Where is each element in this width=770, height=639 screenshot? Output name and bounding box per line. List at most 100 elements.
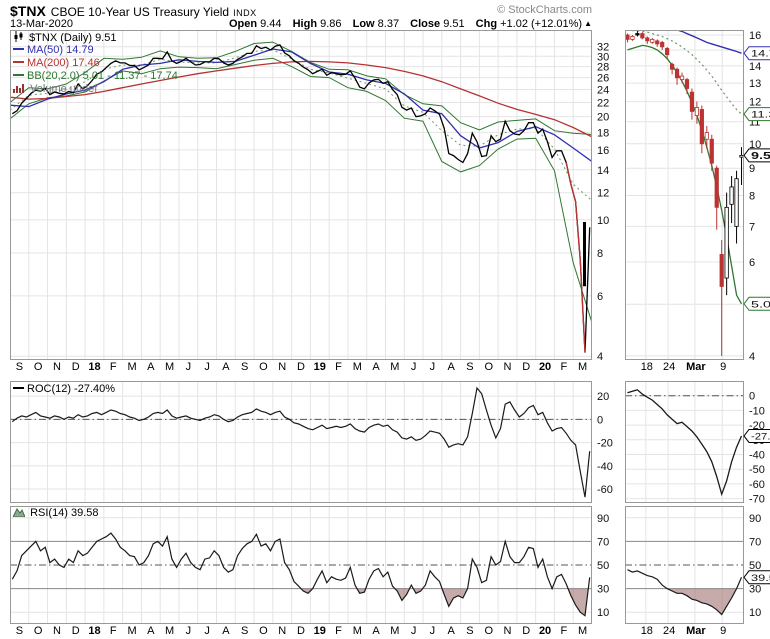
svg-text:11: 11 [749, 117, 760, 129]
svg-text:6: 6 [749, 257, 755, 269]
svg-text:-27.40: -27.40 [751, 431, 770, 442]
x-axis-label: S [466, 625, 474, 637]
svg-text:32: 32 [597, 42, 609, 54]
rsi-area-icon [12, 507, 26, 521]
svg-text:-40: -40 [749, 449, 765, 461]
x-axis-label: N [52, 361, 61, 373]
svg-text:50: 50 [749, 560, 761, 572]
chart-date: 13-Mar-2020 [10, 18, 73, 30]
x-axis-label: J [204, 361, 210, 373]
x-axis-label: D [297, 625, 305, 637]
x-axis-label: D [71, 361, 80, 373]
legend-symbol-label: $TNX (Daily) 9.51 [29, 32, 117, 44]
ohlc-summary: Open 9.44 High 9.86 Low 8.37 Close 9.51 … [0, 18, 592, 30]
low-value: 8.37 [377, 18, 400, 30]
x-axis-label: Mar [686, 361, 706, 373]
x-axis-label: J [410, 361, 417, 373]
svg-text:12: 12 [597, 188, 609, 200]
svg-text:13: 13 [749, 78, 761, 90]
low-label: Low [352, 18, 375, 30]
rsi-chart[interactable]: 90 70 50 30 10 [10, 506, 618, 624]
x-axis-label: 20 [538, 625, 552, 637]
svg-text:39.58: 39.58 [751, 573, 770, 584]
svg-text:10: 10 [597, 215, 609, 227]
svg-text:12: 12 [749, 97, 761, 109]
x-axis-label: M [578, 625, 588, 637]
svg-text:14: 14 [749, 61, 761, 73]
svg-text:14: 14 [597, 165, 609, 177]
svg-text:26: 26 [597, 73, 609, 85]
x-axis-label: J [185, 625, 192, 637]
x-axis-label: S [241, 361, 249, 373]
svg-text:30: 30 [597, 51, 609, 63]
x-axis-label: A [147, 361, 155, 373]
x-axis-labels: S O N D 18 F M A M J J A S O N D 19 F M A M J J A S O N D 20 F M 18 24 Ma… [0, 361, 770, 375]
x-axis-label: 19 [313, 625, 326, 637]
legend-rsi-row: RSI(14) 39.58 [12, 507, 99, 521]
svg-text:22: 22 [597, 97, 609, 109]
x-axis-label: S [15, 361, 24, 373]
svg-text:90: 90 [597, 513, 609, 525]
x-axis-label: M [352, 625, 362, 637]
svg-text:30: 30 [597, 584, 609, 596]
mini-roc-chart[interactable]: 0-10-20-30-40-50-60-70-27.40 [625, 381, 770, 503]
x-axis-label: 18 [88, 625, 101, 637]
x-axis-label: S [241, 625, 249, 637]
x-axis-label: A [222, 625, 230, 637]
svg-text:50: 50 [597, 560, 609, 572]
x-axis-label: F [109, 625, 117, 637]
x-axis-label: A [147, 625, 155, 637]
legend-volume-label: Volume undef [30, 83, 98, 95]
main-price-chart[interactable]: 32 30 28 26 24 22 20 18 16 14 12 10 8 6 4 [10, 30, 622, 360]
svg-text:10: 10 [597, 607, 609, 619]
svg-text:8: 8 [597, 248, 603, 260]
legend-roc-row: ROC(12) -27.40% [13, 383, 115, 396]
legend-bb-label: BB(20,2.0) 5.01 - 11.37 - 17.74 [27, 70, 178, 82]
legend-ma50-row: MA(50) 14.79 [13, 44, 178, 57]
svg-text:10: 10 [749, 139, 761, 151]
svg-text:90: 90 [749, 513, 761, 525]
x-axis-label: O [484, 361, 494, 373]
svg-text:20: 20 [597, 391, 609, 403]
x-axis-label: O [259, 361, 268, 373]
mini-rsi-chart[interactable]: 90 70 50 30 10 39.58 [625, 506, 770, 624]
mini-price-chart[interactable]: 1615141312111098765414.7911.379.515.01 [625, 30, 770, 360]
copyright-notice: © StockCharts.com [497, 4, 592, 16]
x-axis-labels: S O N D 18 F M A M J J A S O N D 19 F M A M J J A S O N D 20 F M 18 24 Ma… [0, 625, 770, 639]
x-axis-label: N [52, 625, 61, 637]
svg-text:9: 9 [749, 163, 755, 175]
legend-volume-row: Volume undef [13, 83, 178, 96]
svg-text:14.79: 14.79 [751, 49, 770, 60]
roc-chart[interactable]: 20 0 -20 -40 -60 [10, 381, 622, 503]
svg-text:30: 30 [749, 584, 761, 596]
svg-text:16: 16 [749, 30, 761, 42]
x-axis-label: O [33, 361, 43, 373]
svg-text:6: 6 [597, 291, 603, 303]
x-axis-label: M [164, 625, 175, 637]
svg-text:-20: -20 [597, 438, 613, 450]
x-axis-label: J [410, 625, 417, 637]
x-axis-label: 18 [640, 361, 653, 373]
legend-ma200-label: MA(200) 17.46 [27, 57, 100, 69]
x-axis-label: M [127, 625, 137, 637]
x-axis-label: S [15, 625, 24, 637]
security-name: CBOE 10-Year US Treasury Yield [50, 5, 230, 19]
chg-label: Chg [475, 18, 498, 30]
x-axis-label: 9 [720, 625, 727, 637]
svg-text:5.01: 5.01 [751, 299, 770, 310]
roc-legend: ROC(12) -27.40% [13, 383, 115, 396]
x-axis-label: M [390, 361, 400, 373]
x-axis-label: N [503, 625, 512, 637]
close-label: Close [410, 18, 441, 30]
svg-text:18: 18 [597, 127, 609, 139]
x-axis-label: F [560, 361, 568, 373]
x-axis-label: 18 [88, 361, 101, 373]
x-axis-label: 18 [640, 625, 653, 637]
x-axis-label: N [278, 625, 287, 637]
x-axis-label: A [447, 625, 455, 637]
svg-text:-10: -10 [749, 405, 765, 417]
svg-text:70: 70 [749, 536, 761, 548]
svg-text:4: 4 [749, 351, 755, 360]
x-axis-label: F [109, 361, 117, 373]
